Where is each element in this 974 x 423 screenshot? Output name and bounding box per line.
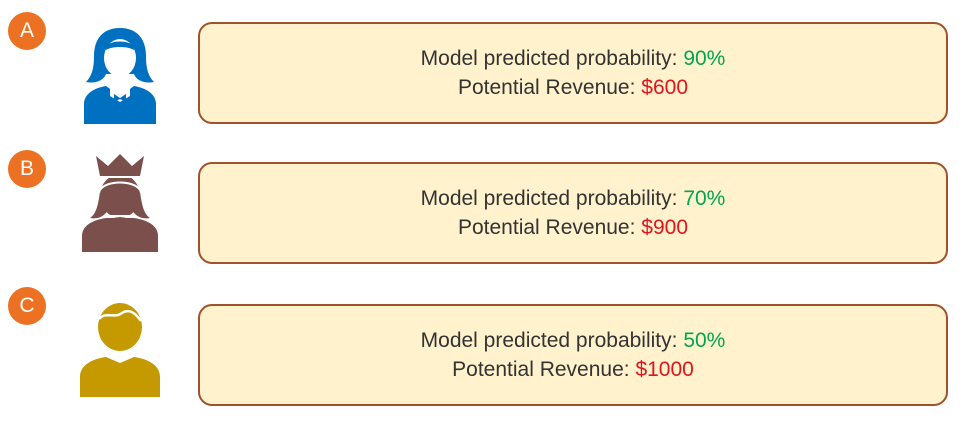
probability-value: 90% bbox=[683, 47, 726, 70]
man-customer-icon bbox=[72, 297, 168, 397]
revenue-value: $600 bbox=[641, 76, 689, 99]
revenue-line: Potential Revenue: $900 bbox=[458, 213, 688, 242]
customer-card-a: Model predicted probability: 90% Potenti… bbox=[198, 22, 948, 124]
probability-value: 50% bbox=[683, 329, 726, 352]
revenue-label: Potential Revenue: bbox=[457, 216, 636, 239]
customer-row-a: A Model predicted probability: 90% Poten… bbox=[0, 0, 974, 140]
customer-row-b: B Model predicted probability: 70% bbox=[0, 142, 974, 282]
probability-line: Model predicted probability: 90% bbox=[421, 44, 726, 73]
revenue-label: Potential Revenue: bbox=[457, 76, 636, 99]
probability-label: Model predicted probability: bbox=[420, 187, 678, 210]
revenue-line: Potential Revenue: $600 bbox=[458, 73, 688, 102]
woman-customer-icon bbox=[72, 24, 168, 124]
probability-line: Model predicted probability: 50% bbox=[421, 326, 726, 355]
customer-badge-b: B bbox=[8, 150, 46, 188]
customer-badge-a: A bbox=[8, 12, 46, 50]
probability-label: Model predicted probability: bbox=[420, 47, 678, 70]
crowned-woman-customer-icon bbox=[72, 152, 168, 252]
customer-card-b: Model predicted probability: 70% Potenti… bbox=[198, 162, 948, 264]
revenue-value: $1000 bbox=[635, 358, 694, 381]
customer-badge-c: C bbox=[8, 287, 46, 325]
revenue-label: Potential Revenue: bbox=[452, 358, 630, 381]
revenue-value: $900 bbox=[641, 216, 689, 239]
probability-value: 70% bbox=[683, 187, 726, 210]
revenue-line: Potential Revenue: $1000 bbox=[452, 355, 694, 384]
probability-label: Model predicted probability: bbox=[420, 329, 678, 352]
customer-card-c: Model predicted probability: 50% Potenti… bbox=[198, 304, 948, 406]
probability-line: Model predicted probability: 70% bbox=[421, 184, 726, 213]
customer-row-c: C Model predicted probability: 50% Poten… bbox=[0, 283, 974, 423]
